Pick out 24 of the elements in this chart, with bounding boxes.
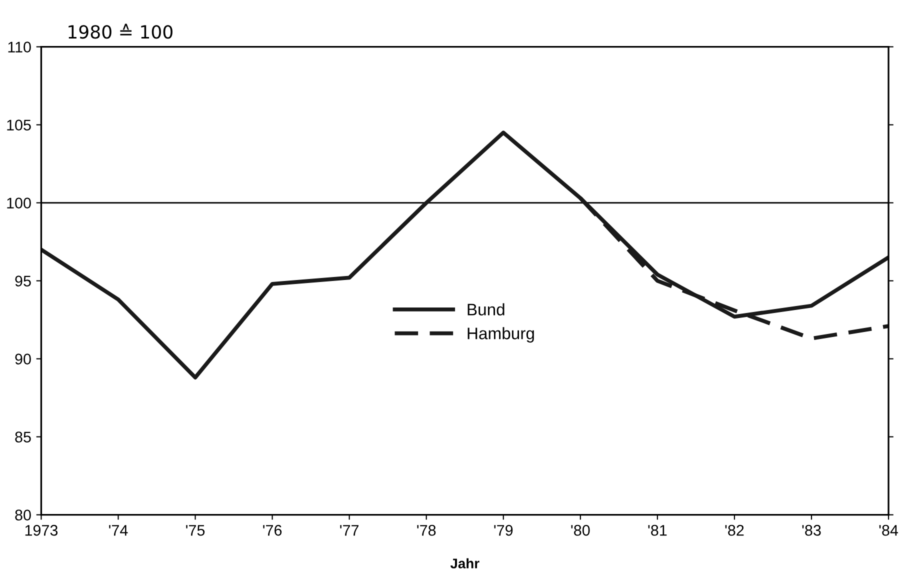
x-axis-title: Jahr bbox=[450, 558, 480, 568]
legend-label: Hamburg bbox=[468, 327, 534, 343]
y-tick-label: 95 bbox=[15, 276, 31, 286]
x-tick-label: '80 bbox=[571, 524, 590, 536]
x-tick-label: '79 bbox=[494, 524, 513, 536]
x-tick-label: '81 bbox=[648, 524, 667, 536]
line-series bbox=[41, 130, 889, 380]
y-tick-label: 80 bbox=[15, 510, 31, 520]
chart-title: 1980 ≙ 100 bbox=[68, 24, 172, 39]
x-tick-label: '74 bbox=[109, 525, 128, 536]
x-tick-label: '83 bbox=[802, 524, 821, 536]
x-tick-label: '78 bbox=[417, 524, 436, 536]
legend-label: Bund bbox=[468, 303, 504, 316]
x-tick-label: '82 bbox=[725, 524, 744, 536]
x-tick-label: '77 bbox=[340, 525, 359, 536]
x-tick-label: '84 bbox=[879, 524, 898, 536]
y-tick-label: 90 bbox=[15, 354, 31, 364]
x-tick-label: '76 bbox=[263, 524, 282, 536]
x-tick-label: 1973 bbox=[25, 524, 58, 536]
x-tick-label: '75 bbox=[186, 525, 205, 536]
y-tick-label: 105 bbox=[7, 120, 31, 130]
y-tick-label: 85 bbox=[15, 432, 31, 442]
y-tick-label: 110 bbox=[8, 42, 31, 52]
y-tick-label: 100 bbox=[7, 198, 31, 208]
